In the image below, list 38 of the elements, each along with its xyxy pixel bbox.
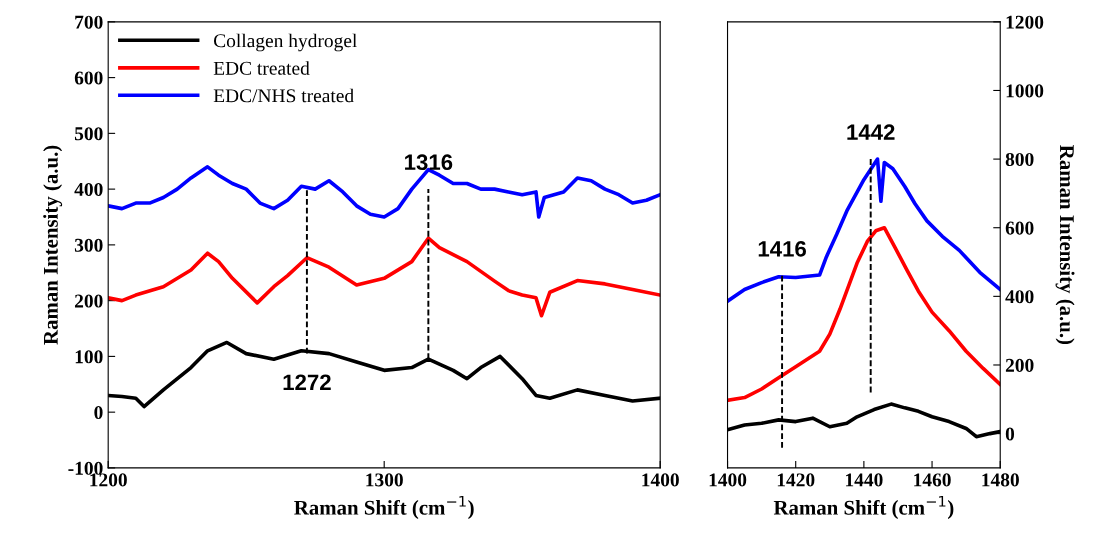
y-tick-label: 600 — [74, 71, 103, 85]
annotation: 1272 — [283, 374, 331, 390]
x-tick-label: 1300 — [366, 473, 403, 487]
x-tick-label: 1400 — [642, 473, 679, 487]
legend-label: EDC/NHS treated — [213, 88, 354, 103]
y-tick-label: 400 — [74, 182, 103, 197]
y-tick-label: 800 — [1005, 152, 1034, 167]
y-tick-label: -100 — [68, 461, 103, 475]
line-series — [108, 236, 661, 318]
y-tick-label: 400 — [1005, 290, 1034, 304]
legend-label: EDC treated — [213, 61, 310, 75]
x-axis-title: Raman Shift (cm$^{−1}$) — [294, 495, 474, 520]
y-axis-title: Raman Intensity (a.u.) — [1055, 145, 1075, 345]
y-tick-label: 0 — [94, 405, 103, 420]
y-tick-label: 300 — [74, 238, 103, 252]
y-tick-label: 0 — [1005, 427, 1015, 441]
x-tick-label: 1400 — [709, 473, 747, 487]
x-tick-label: 1460 — [914, 473, 951, 487]
x-tick-label: 1480 — [982, 473, 1019, 487]
line-series — [727, 225, 1001, 403]
y-axis-title: Raman Intensity (a.u.) — [43, 145, 63, 345]
y-tick-label: 100 — [75, 350, 103, 364]
annotation: 1416 — [758, 240, 806, 257]
x-tick-label: 1420 — [777, 473, 815, 487]
y-tick-label: 200 — [74, 294, 103, 308]
x-tick-label: 1440 — [845, 473, 883, 487]
x-axis-title: Raman Shift (cm$^{−1}$) — [773, 495, 954, 520]
y-tick-label: 700 — [75, 15, 103, 29]
legend-label: Collagen hydrogel — [213, 33, 357, 52]
annotation: 1316 — [405, 154, 453, 171]
y-tick-label: 600 — [1005, 221, 1034, 235]
y-tick-label: 1000 — [1006, 84, 1044, 98]
y-tick-label: 200 — [1005, 358, 1034, 372]
y-tick-label: 1200 — [1006, 15, 1044, 29]
x-tick-label: 1200 — [90, 473, 127, 487]
line-series — [727, 157, 1001, 303]
y-tick-label: 500 — [74, 127, 103, 141]
annotation: 1442 — [847, 124, 895, 140]
